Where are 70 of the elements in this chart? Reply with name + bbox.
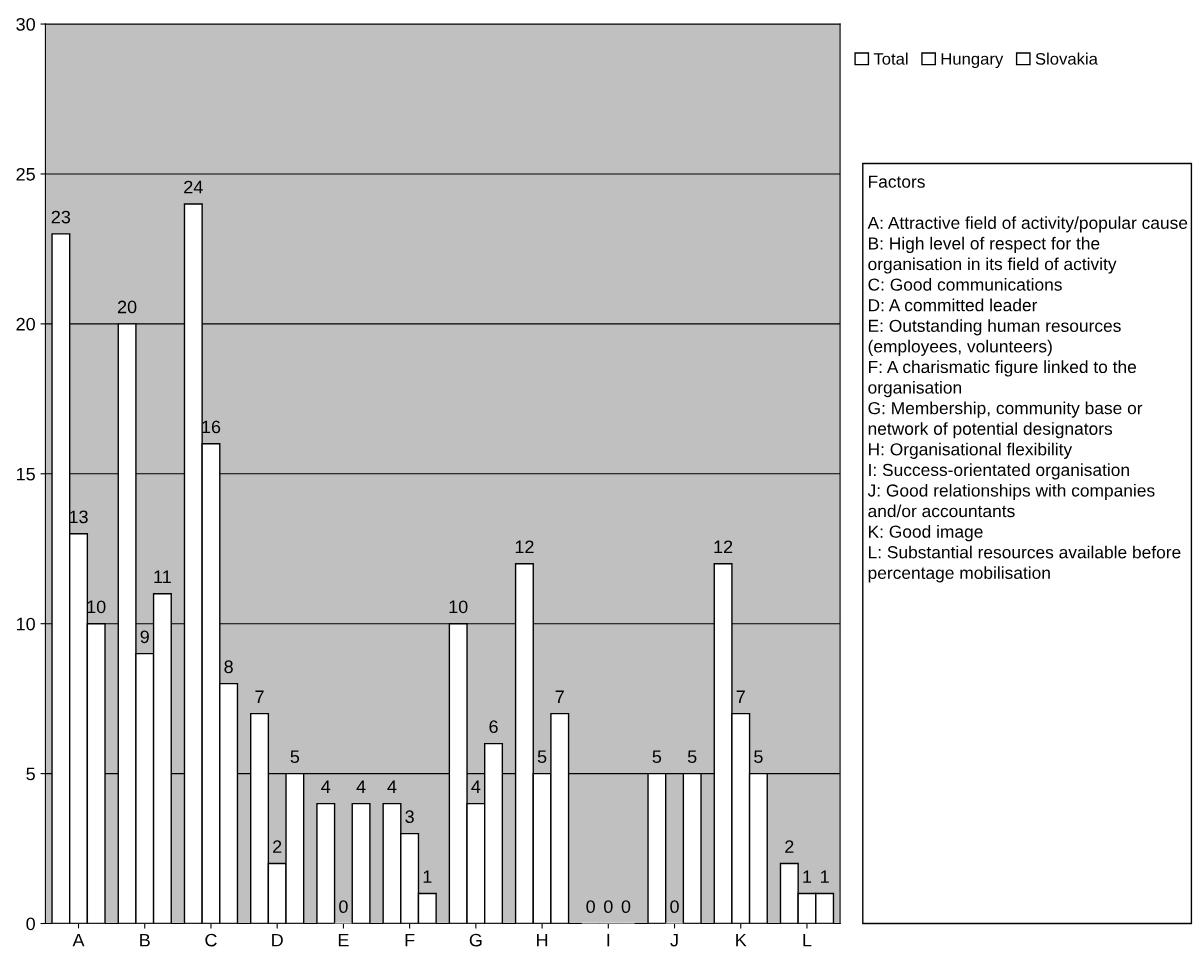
data-label: 23 — [51, 210, 71, 224]
y-tick-label: 20 — [16, 317, 35, 331]
data-label: 7 — [736, 690, 745, 703]
data-label: 1 — [820, 870, 829, 883]
data-label: 4 — [356, 780, 366, 793]
text: D: A committed leader — [868, 298, 1038, 312]
text: A: Attractive field of activity/popular cause — [867, 216, 1188, 233]
x-tick-label: F — [405, 933, 415, 947]
y-tick-label: 15 — [16, 467, 35, 481]
text: C: Good communications — [868, 278, 1062, 291]
data-label: 12 — [714, 540, 733, 554]
data-label: 6 — [489, 720, 498, 734]
data-label: 5 — [652, 750, 662, 764]
y-tick-label: 10 — [16, 617, 35, 631]
data-label: 4 — [387, 780, 397, 793]
data-label: 5 — [754, 750, 763, 764]
data-label: 9 — [140, 630, 149, 644]
text: K: Good image — [868, 525, 983, 542]
x-tick-label: C — [205, 933, 217, 947]
data-label: 0 — [603, 900, 613, 914]
data-label: 10 — [449, 600, 468, 614]
legend-label: Hungary — [941, 53, 1004, 69]
text: Factors — [868, 175, 925, 188]
text: G: Membership, community base or network of potential designators — [868, 401, 1143, 439]
data-label: 24 — [184, 180, 203, 194]
text: E: Outstanding human resources (employees, volunteers) — [868, 319, 1121, 356]
data-label: 5 — [537, 750, 547, 764]
x-tick-label: H — [537, 933, 548, 947]
x-tick-label: A — [72, 933, 85, 947]
data-label: 7 — [255, 690, 264, 703]
x-tick-label: L — [803, 933, 812, 947]
y-tick-label: 25 — [16, 167, 35, 181]
data-label: 10 — [87, 600, 106, 614]
text: I: Success-orientated organisation — [869, 463, 1129, 480]
legend-label: Total — [873, 52, 908, 65]
data-label: 2 — [273, 840, 282, 853]
x-tick-label: B — [140, 933, 150, 947]
text: L: Substantial resources available before percentage mobilisation — [868, 545, 1181, 583]
data-label: 2 — [785, 840, 794, 853]
legend-label: Slovakia — [1035, 52, 1098, 65]
text: H: Organisational flexibility — [868, 442, 1073, 459]
x-tick-label: G — [469, 933, 482, 947]
x-tick-label: K — [736, 933, 747, 947]
data-label: 13 — [69, 510, 88, 524]
text: B: High level of respect for the organisation in its field of activity — [868, 236, 1117, 274]
data-label: 4 — [321, 780, 331, 793]
x-tick-label: I — [607, 933, 610, 947]
y-tick-label: 30 — [16, 17, 35, 31]
data-label: 0 — [670, 900, 679, 914]
data-label: 0 — [339, 900, 348, 914]
x-tick-label: J — [670, 933, 678, 947]
x-tick-label: D — [272, 933, 283, 947]
data-label: 7 — [555, 690, 564, 703]
data-label: 11 — [154, 570, 171, 584]
y-tick-label: 5 — [26, 767, 35, 781]
y-tick-label: 0 — [26, 917, 35, 931]
data-label: 1 — [423, 870, 432, 883]
x-tick-label: E — [338, 933, 349, 947]
data-label: 0 — [621, 900, 631, 914]
text: F: A charismatic figure linked to the organisation — [868, 360, 1137, 398]
data-label: 12 — [515, 540, 534, 554]
data-label: 3 — [405, 810, 414, 824]
data-label: 1 — [803, 870, 812, 883]
data-label: 5 — [290, 750, 300, 764]
data-label: 5 — [687, 750, 697, 764]
data-label: 0 — [586, 900, 595, 914]
data-label: 4 — [471, 780, 481, 793]
text: J: Good relationships with companies and/or accountants — [867, 483, 1155, 518]
data-label: 20 — [117, 300, 137, 314]
data-label: 8 — [224, 660, 233, 674]
